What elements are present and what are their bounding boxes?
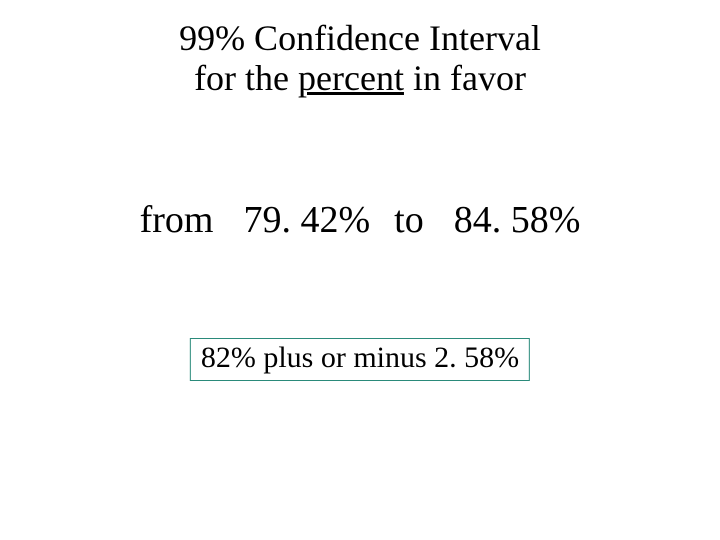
title-line2-post: in favor	[404, 58, 526, 98]
slide: 99% Confidence Interval for the percent …	[0, 0, 720, 540]
title-line2-pre: for the	[194, 58, 298, 98]
interval-low: 79. 42%	[244, 199, 371, 241]
title-line2-underlined: percent	[298, 58, 404, 98]
title-line1: 99% Confidence Interval	[179, 18, 541, 58]
boxed-text: 82% plus or minus 2. 58%	[201, 341, 519, 374]
interval-line: from 79. 42% to 84. 58%	[0, 198, 720, 242]
boxed-summary: 82% plus or minus 2. 58%	[190, 338, 530, 381]
interval-high: 84. 58%	[454, 199, 581, 241]
from-label: from	[140, 199, 214, 241]
slide-title: 99% Confidence Interval for the percent …	[0, 18, 720, 99]
to-label: to	[394, 199, 424, 241]
